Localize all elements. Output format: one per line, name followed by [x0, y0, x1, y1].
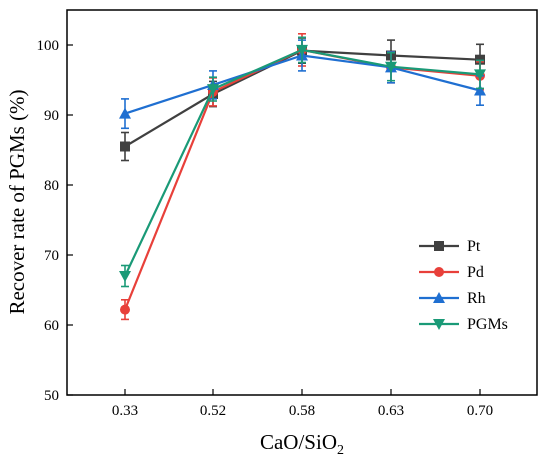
series-line: [123, 48, 481, 311]
data-point: [385, 61, 397, 73]
data-point: [474, 69, 486, 81]
y-tick-label: 60: [44, 318, 59, 334]
legend: Pt Pd Rh PGMs: [419, 238, 508, 333]
y-axis-label: Recover rate of PGMs (%): [5, 89, 29, 314]
x-tick-label: 0.70: [467, 403, 493, 419]
x-axis-label: CaO/SiO2: [260, 430, 344, 458]
legend-item-pgms: PGMs: [419, 316, 508, 333]
legend-marker: [434, 241, 444, 251]
series-pgms: [119, 36, 486, 288]
legend-item-pd: Pd: [419, 264, 484, 281]
y-tick-label: 80: [44, 178, 59, 194]
x-axis: 0.33 0.52 0.58 0.63 0.70: [112, 389, 493, 419]
x-tick-label: 0.52: [200, 403, 226, 419]
data-point: [119, 107, 131, 119]
legend-marker: [433, 319, 445, 330]
legend-label: Pd: [467, 264, 484, 281]
legend-label: Rh: [467, 290, 486, 307]
series-layer: [119, 32, 486, 321]
data-point: [120, 304, 130, 315]
x-tick-label: 0.58: [289, 403, 315, 419]
x-axis-label-main: CaO/SiO: [260, 430, 337, 454]
legend-item-rh: Rh: [419, 290, 486, 307]
y-tick-label: 70: [44, 248, 59, 264]
x-tick-label: 0.33: [112, 403, 138, 419]
y-tick-label: 90: [44, 108, 59, 124]
x-tick-label: 0.63: [378, 403, 404, 419]
legend-item-pt: Pt: [419, 238, 481, 255]
y-tick-label: 100: [37, 38, 60, 54]
series-line: [124, 48, 481, 277]
data-point: [474, 84, 486, 96]
data-point: [207, 84, 219, 96]
x-axis-label-subscript: 2: [337, 443, 344, 458]
legend-label: PGMs: [467, 316, 508, 333]
legend-label: Pt: [467, 238, 481, 255]
legend-marker: [433, 292, 445, 303]
data-point: [296, 44, 308, 56]
legend-marker: [434, 267, 444, 277]
y-axis: 50 60 70 80 90 100: [37, 38, 73, 404]
y-tick-label: 50: [44, 388, 59, 404]
data-point: [119, 271, 131, 282]
data-point: [120, 141, 130, 152]
